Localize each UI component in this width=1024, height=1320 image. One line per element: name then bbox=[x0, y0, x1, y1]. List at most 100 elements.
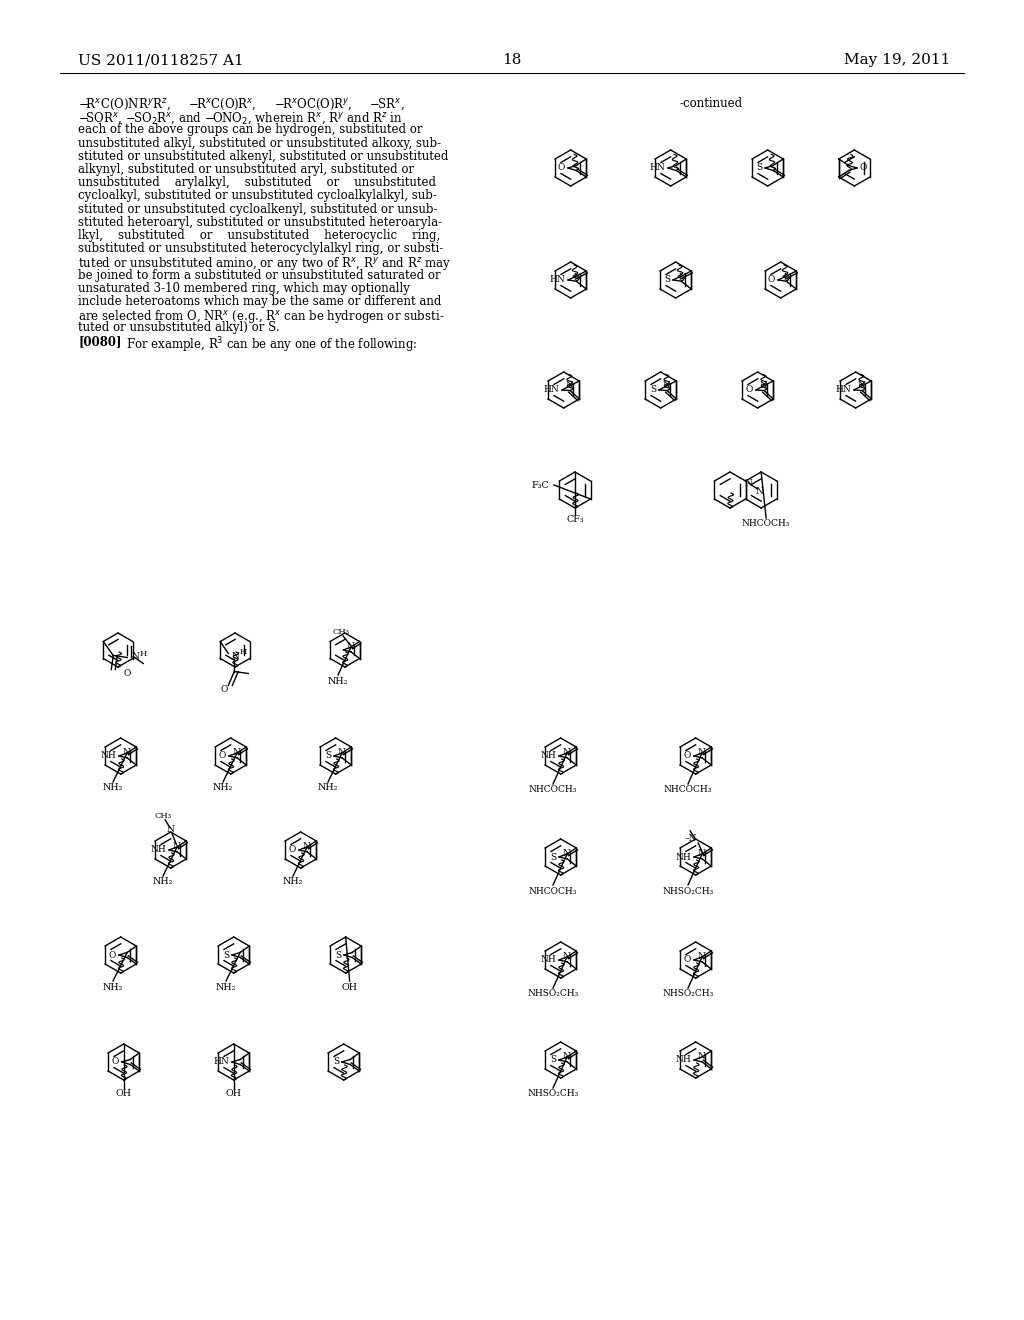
Text: N: N bbox=[337, 748, 345, 758]
Text: CF₃: CF₃ bbox=[566, 516, 584, 524]
Text: tuted or unsubstituted amino, or any two of R$^x$, R$^y$ and R$^z$ may: tuted or unsubstituted amino, or any two… bbox=[78, 255, 452, 272]
Text: are selected from O, NR$^x$ (e.g., R$^x$ can be hydrogen or substi-: are selected from O, NR$^x$ (e.g., R$^x$… bbox=[78, 308, 444, 325]
Text: May 19, 2011: May 19, 2011 bbox=[844, 53, 950, 67]
Text: N: N bbox=[783, 273, 792, 281]
Text: NHCOCH₃: NHCOCH₃ bbox=[528, 887, 578, 895]
Text: O: O bbox=[289, 846, 296, 854]
Text: O: O bbox=[218, 751, 226, 760]
Text: OH: OH bbox=[225, 1089, 242, 1098]
Text: NHSO₂CH₃: NHSO₂CH₃ bbox=[663, 990, 714, 998]
Text: N: N bbox=[857, 381, 865, 389]
Text: N: N bbox=[562, 1052, 570, 1061]
Text: NHCOCH₃: NHCOCH₃ bbox=[528, 785, 578, 795]
Text: HN: HN bbox=[549, 276, 565, 285]
Text: $-\!$R$^x$C(O)NR$^y$R$^z$,     $-\!$R$^x$C(O)R$^x$,     $-\!$R$^x$OC(O)R$^y$,   : $-\!$R$^x$C(O)NR$^y$R$^z$, $-\!$R$^x$C(O… bbox=[78, 96, 404, 112]
Text: N: N bbox=[172, 842, 180, 851]
Text: S: S bbox=[335, 950, 341, 960]
Text: –N: –N bbox=[685, 834, 697, 843]
Text: N: N bbox=[131, 652, 139, 661]
Text: O: O bbox=[220, 685, 228, 694]
Text: NH: NH bbox=[675, 1056, 691, 1064]
Text: US 2011/0118257 A1: US 2011/0118257 A1 bbox=[78, 53, 244, 67]
Text: N: N bbox=[122, 748, 130, 758]
Text: N: N bbox=[744, 479, 753, 487]
Text: NH: NH bbox=[675, 853, 691, 862]
Text: NH₂: NH₂ bbox=[317, 784, 338, 792]
Text: NH₂: NH₂ bbox=[213, 784, 233, 792]
Text: NH₂: NH₂ bbox=[102, 982, 123, 991]
Text: O: O bbox=[860, 164, 867, 173]
Text: F₃C: F₃C bbox=[531, 480, 549, 490]
Text: NHSO₂CH₃: NHSO₂CH₃ bbox=[527, 1089, 579, 1098]
Text: NHSO₂CH₃: NHSO₂CH₃ bbox=[527, 990, 579, 998]
Text: NH: NH bbox=[100, 751, 116, 760]
Text: S: S bbox=[325, 751, 331, 760]
Text: N: N bbox=[663, 381, 670, 389]
Text: N: N bbox=[573, 273, 582, 281]
Text: O: O bbox=[123, 669, 131, 678]
Text: O: O bbox=[768, 276, 775, 285]
Text: N: N bbox=[166, 825, 174, 834]
Text: substituted or unsubstituted heterocyclylalkyl ring, or substi-: substituted or unsubstituted heterocycly… bbox=[78, 242, 443, 255]
Text: O: O bbox=[684, 751, 691, 760]
Text: N: N bbox=[231, 652, 240, 661]
Text: stituted or unsubstituted cycloalkenyl, substituted or unsub-: stituted or unsubstituted cycloalkenyl, … bbox=[78, 202, 437, 215]
Text: OH: OH bbox=[116, 1089, 132, 1098]
Text: HN: HN bbox=[213, 1057, 229, 1067]
Text: NH₂: NH₂ bbox=[328, 676, 348, 685]
Text: tuted or unsubstituted alkyl) or S.: tuted or unsubstituted alkyl) or S. bbox=[78, 321, 280, 334]
Text: S: S bbox=[756, 164, 762, 173]
Text: NH₂: NH₂ bbox=[283, 878, 303, 887]
Text: each of the above groups can be hydrogen, substituted or: each of the above groups can be hydrogen… bbox=[78, 123, 423, 136]
Text: NHCOCH₃: NHCOCH₃ bbox=[742, 520, 791, 528]
Text: N: N bbox=[562, 849, 570, 858]
Text: lkyl,    substituted    or    unsubstituted    heterocyclic    ring,: lkyl, substituted or unsubstituted heter… bbox=[78, 228, 440, 242]
Text: N: N bbox=[232, 748, 240, 758]
Text: NHCOCH₃: NHCOCH₃ bbox=[664, 785, 712, 795]
Text: O: O bbox=[558, 164, 565, 173]
Text: OH: OH bbox=[342, 982, 357, 991]
Text: NH₂: NH₂ bbox=[102, 784, 123, 792]
Text: NH₂: NH₂ bbox=[216, 982, 237, 991]
Text: N: N bbox=[697, 952, 706, 961]
Text: S: S bbox=[650, 385, 656, 395]
Text: HN: HN bbox=[543, 385, 559, 395]
Text: S: S bbox=[550, 1056, 556, 1064]
Text: NH: NH bbox=[151, 846, 166, 854]
Text: NH: NH bbox=[541, 956, 556, 965]
Text: cycloalkyl, substituted or unsubstituted cycloalkylalkyl, sub-: cycloalkyl, substituted or unsubstituted… bbox=[78, 189, 437, 202]
Text: N: N bbox=[562, 952, 570, 961]
Text: $-\!$SOR$^x$, $-\!$SO$_2$R$^x$, and $-\!$ONO$_2$, wherein R$^x$, R$^y$ and R$^z$: $-\!$SOR$^x$, $-\!$SO$_2$R$^x$, and $-\!… bbox=[78, 110, 402, 125]
Text: S: S bbox=[333, 1057, 339, 1067]
Text: be joined to form a substituted or unsubstituted saturated or: be joined to form a substituted or unsub… bbox=[78, 268, 440, 281]
Text: N: N bbox=[565, 381, 573, 389]
Text: CH₃: CH₃ bbox=[155, 812, 172, 820]
Text: CH₃: CH₃ bbox=[333, 628, 349, 636]
Text: stituted heteroaryl, substituted or unsubstituted heteroaryla-: stituted heteroaryl, substituted or unsu… bbox=[78, 215, 442, 228]
Text: H: H bbox=[139, 649, 146, 657]
Text: HN: HN bbox=[836, 385, 851, 395]
Text: NHSO₂CH₃: NHSO₂CH₃ bbox=[663, 887, 714, 895]
Text: N: N bbox=[697, 1052, 706, 1061]
Text: For example, R$^3$ can be any one of the following:: For example, R$^3$ can be any one of the… bbox=[126, 335, 418, 355]
Text: O: O bbox=[745, 385, 753, 395]
Text: NH₂: NH₂ bbox=[153, 878, 173, 887]
Text: O: O bbox=[112, 1057, 119, 1067]
Text: N: N bbox=[562, 748, 570, 758]
Text: N: N bbox=[678, 273, 686, 281]
Text: include heteroatoms which may be the same or different and: include heteroatoms which may be the sam… bbox=[78, 294, 441, 308]
Text: N: N bbox=[697, 849, 706, 858]
Text: [0080]: [0080] bbox=[78, 335, 122, 348]
Text: N: N bbox=[756, 487, 764, 495]
Text: O: O bbox=[109, 950, 116, 960]
Text: -continued: -continued bbox=[680, 96, 743, 110]
Text: stituted or unsubstituted alkenyl, substituted or unsubstituted: stituted or unsubstituted alkenyl, subst… bbox=[78, 149, 449, 162]
Text: O: O bbox=[684, 956, 691, 965]
Text: HN: HN bbox=[649, 164, 665, 173]
Text: 18: 18 bbox=[503, 53, 521, 67]
Text: unsaturated 3-10 membered ring, which may optionally: unsaturated 3-10 membered ring, which ma… bbox=[78, 281, 410, 294]
Text: H: H bbox=[240, 648, 247, 656]
Text: S: S bbox=[223, 950, 229, 960]
Text: S: S bbox=[664, 276, 670, 285]
Text: S: S bbox=[550, 853, 556, 862]
